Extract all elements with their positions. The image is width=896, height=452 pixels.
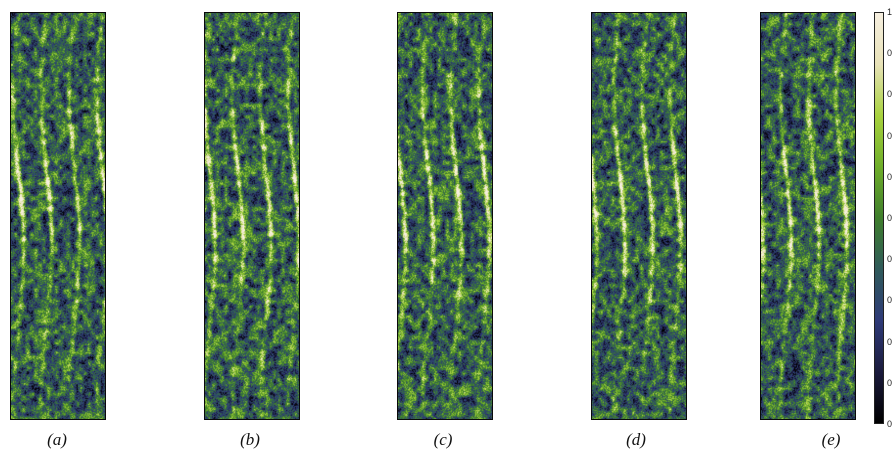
panel-b-image — [204, 12, 300, 420]
colorbar-tick-5: 0 — [887, 213, 893, 223]
panel-a-texture — [11, 13, 105, 419]
caption-b: (b) — [240, 430, 260, 449]
panel-a-image — [10, 12, 106, 420]
panel-e-texture — [761, 13, 855, 419]
colorbar-tick-8: 0 — [887, 336, 893, 347]
colorbar-tick-4: 0 — [887, 171, 893, 182]
colorbar-tick-7: 0 — [887, 295, 893, 306]
panel-d-image — [591, 12, 687, 420]
caption-a: (a) — [47, 430, 67, 449]
caption-e: (e) — [821, 430, 841, 449]
colorbar — [874, 12, 884, 424]
colorbar-tick-3: 0 — [887, 130, 893, 141]
colorbar-tick-2: 0 — [887, 89, 893, 100]
panel-c-image — [397, 12, 493, 420]
caption-d: (d) — [626, 430, 646, 449]
panel-d-texture — [592, 13, 686, 419]
colorbar-tick-10: 0 — [887, 419, 893, 429]
panel-b-texture — [205, 13, 299, 419]
caption-c: (c) — [433, 430, 453, 449]
colorbar-tick-0: 1 — [887, 7, 893, 17]
colorbar-tick-9: 0 — [887, 377, 893, 388]
panel-e-image — [760, 12, 856, 420]
panel-c-texture — [398, 13, 492, 419]
colorbar-tick-1: 0 — [887, 48, 893, 59]
colorbar-tick-6: 0 — [887, 254, 893, 265]
